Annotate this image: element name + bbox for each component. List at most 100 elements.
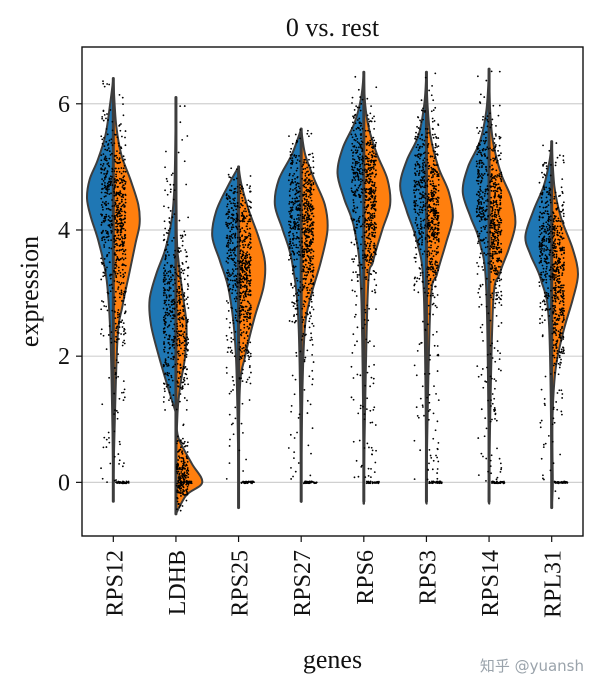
strip-point [423, 186, 426, 189]
strip-point [480, 190, 482, 192]
strip-point [120, 172, 123, 175]
strip-point [164, 358, 167, 361]
strip-point [374, 153, 377, 156]
strip-point [492, 245, 495, 248]
strip-point [236, 236, 239, 239]
strip-point [494, 193, 497, 196]
strip-point [499, 207, 502, 210]
strip-point [434, 212, 436, 215]
strip-point [120, 228, 123, 230]
strip-point [428, 393, 431, 396]
strip-point [107, 239, 110, 242]
strip-point [424, 109, 426, 112]
strip-point [236, 185, 239, 188]
strip-point [498, 174, 500, 177]
strip-point [491, 207, 494, 210]
strip-point [430, 260, 433, 263]
strip-point [118, 440, 121, 443]
strip-point [176, 338, 179, 341]
strip-point [297, 417, 300, 419]
strip-point [229, 279, 232, 282]
strip-point [182, 272, 185, 275]
strip-point [295, 258, 298, 261]
strip-point [294, 228, 296, 231]
strip-point [168, 281, 171, 284]
strip-point [113, 246, 116, 248]
strip-point [486, 156, 489, 159]
strip-point [121, 481, 124, 484]
strip-point [245, 236, 248, 239]
strip-point [309, 474, 312, 477]
strip-point [304, 167, 307, 170]
strip-point [438, 482, 441, 484]
strip-point [485, 293, 487, 296]
strip-point [374, 424, 377, 426]
strip-point [113, 188, 115, 190]
strip-point [308, 225, 311, 228]
strip-point [178, 311, 181, 314]
strip-point [168, 295, 171, 298]
strip-point [249, 256, 252, 259]
strip-point [421, 177, 424, 180]
strip-point [121, 268, 124, 271]
strip-point [309, 219, 312, 221]
strip-point [369, 262, 372, 264]
strip-point [368, 340, 371, 343]
strip-point [231, 268, 234, 271]
strip-point [293, 393, 296, 396]
strip-point [115, 211, 118, 214]
strip-point [117, 204, 119, 207]
strip-point [478, 305, 481, 308]
strip-point [493, 230, 496, 233]
strip-point [304, 211, 307, 214]
strip-point [435, 330, 438, 333]
strip-point [435, 267, 438, 270]
strip-point [243, 229, 246, 232]
strip-point [176, 371, 179, 373]
strip-point [232, 338, 235, 341]
strip-point [426, 225, 429, 228]
strip-point [421, 133, 423, 136]
strip-point [183, 367, 186, 369]
strip-point [487, 470, 489, 473]
strip-point [477, 213, 480, 216]
strip-point [183, 230, 186, 233]
strip-point [110, 341, 113, 344]
strip-point [169, 210, 172, 212]
strip-point [421, 138, 424, 141]
strip-point [484, 190, 487, 193]
strip-point [486, 198, 489, 201]
strip-point [374, 197, 376, 200]
strip-point [234, 406, 237, 409]
strip-point [489, 267, 492, 270]
strip-point [476, 162, 479, 165]
strip-point [234, 314, 237, 317]
strip-point [243, 210, 245, 213]
strip-point [357, 155, 359, 158]
strip-point [235, 212, 238, 215]
strip-point [365, 338, 368, 341]
strip-point [186, 467, 189, 469]
strip-point [350, 279, 353, 282]
strip-point [179, 301, 182, 304]
strip-point [367, 118, 370, 121]
strip-point [432, 238, 435, 240]
strip-point [176, 327, 179, 330]
strip-point [368, 167, 371, 169]
strip-point [363, 234, 366, 237]
strip-point [236, 273, 239, 275]
strip-point [290, 244, 293, 247]
strip-point [241, 253, 244, 256]
strip-point [113, 204, 116, 207]
strip-point [350, 189, 353, 192]
strip-point [117, 286, 120, 289]
strip-point [248, 274, 251, 277]
strip-point [433, 190, 435, 193]
strip-point [301, 245, 304, 248]
strip-point [426, 255, 429, 258]
strip-point [485, 253, 487, 256]
strip-point [427, 161, 429, 164]
strip-point [183, 467, 186, 470]
strip-point [365, 408, 368, 411]
strip-point [490, 222, 493, 224]
